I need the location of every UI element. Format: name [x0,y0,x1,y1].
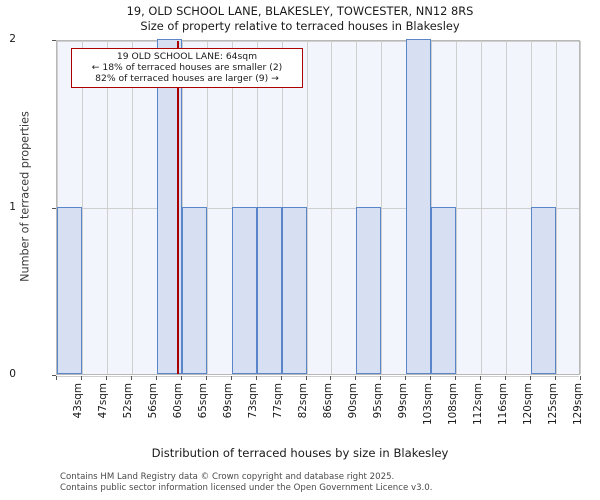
chart-title-block: 19, OLD SCHOOL LANE, BLAKESLEY, TOWCESTE… [0,4,600,34]
x-axis-tick-label: 90sqm [346,383,359,419]
vertical-gridline [456,41,458,374]
x-axis-tick-mark [130,376,132,380]
footer-attribution: Contains HM Land Registry data © Crown c… [60,472,580,493]
x-axis-tick-label: 47sqm [97,383,110,419]
y-axis-tick-label: 0 [9,368,16,380]
x-axis-tick-mark [405,376,407,380]
x-axis-tick-label: 120sqm [521,383,534,425]
x-axis-tick-label: 69sqm [222,383,235,419]
x-axis-tick-mark [230,376,232,380]
x-axis-tick-mark [305,376,307,380]
x-axis-label: Distribution of terraced houses by size … [151,446,449,460]
histogram-bar [431,206,457,374]
x-axis-tick-mark [505,376,507,380]
vertical-gridline [131,41,133,374]
x-axis-tick-mark [430,376,432,380]
vertical-gridline [206,41,208,374]
x-axis-tick-mark [380,376,382,380]
y-axis-label: Number of terraced properties [18,111,32,282]
annotation-line-2: ← 18% of terraced houses are smaller (2) [91,62,283,73]
horizontal-gridline [57,208,579,209]
page-subtitle: Size of property relative to terraced ho… [140,19,460,33]
annotation-line-3: 82% of terraced houses are larger (9) → [95,73,279,84]
x-axis-tick-label: 73sqm [247,383,260,419]
histogram-bar [57,206,82,374]
annotation-box: 19 OLD SCHOOL LANE: 64sqm ← 18% of terra… [71,48,303,88]
x-axis-tick-label: 108sqm [446,383,459,425]
histogram-bars [57,39,579,374]
x-axis-tick-mark [180,376,182,380]
x-axis-tick-label: 103sqm [421,383,434,425]
x-axis-tick-mark [56,376,57,380]
x-axis-tick-mark [555,376,557,380]
annotation-line-1: 19 OLD SCHOOL LANE: 64sqm [116,51,258,62]
x-axis-tick-label: 129sqm [571,383,584,425]
x-axis-tick-label: 82sqm [297,383,310,419]
x-axis-tick-mark [455,376,457,380]
vertical-gridline [106,41,108,374]
x-axis-tick-mark [355,376,357,380]
property-marker-layer [57,41,579,374]
x-axis-tick-mark [155,376,157,380]
x-axis-tick-label: 43sqm [72,383,85,419]
x-axis-tick-label: 95sqm [371,383,384,419]
x-axis-tick-label: 112sqm [471,383,484,425]
histogram-bar [231,206,257,374]
property-marker-line [177,41,180,374]
footer-line-2: Contains public sector information licen… [60,482,433,493]
x-axis-tick-mark [255,376,257,380]
y-axis-tick-label: 1 [9,200,16,213]
vertical-gridline [306,41,308,374]
histogram-bar [406,39,432,374]
horizontal-gridline [57,375,579,377]
y-axis-tick-label: 2 [9,33,16,45]
horizontal-gridline [57,40,579,42]
x-axis-tick-mark [480,376,482,380]
x-axis-tick-label: 60sqm [172,383,185,419]
vertical-gridline [580,41,581,374]
vertical-gridline [381,41,383,374]
footer-line-1: Contains HM Land Registry data © Crown c… [60,472,395,482]
y-axis-tick-mark [52,207,56,209]
x-axis-tick-label: 116sqm [496,383,509,425]
y-axis-tick-mark [52,375,56,376]
histogram-bar [531,206,557,374]
histogram-bar [181,206,207,374]
vertical-gridline [481,41,483,374]
vertical-gridline [81,41,83,374]
x-axis-tick-label: 56sqm [147,383,160,419]
x-axis-tick-label: 77sqm [272,383,285,419]
histogram-bar [256,206,282,374]
chart-plot-area [56,39,581,377]
page-title: 19, OLD SCHOOL LANE, BLAKESLEY, TOWCESTE… [126,4,474,18]
x-axis-tick-label: 125sqm [546,383,559,425]
histogram-bar [356,206,382,374]
x-axis-tick-mark [330,376,332,380]
x-axis-tick-mark [80,376,82,380]
x-axis-tick-label: 86sqm [322,383,334,419]
x-axis-tick-mark [530,376,532,380]
x-axis-tick-mark [105,376,107,380]
x-axis-tick-label: 99sqm [396,383,409,419]
x-axis-tick-mark [580,376,581,380]
histogram-bar [281,206,307,374]
vertical-gridline [506,41,508,374]
x-axis-tick-mark [205,376,207,380]
x-axis-tick-label: 52sqm [122,383,135,419]
vertical-gridline [331,41,333,374]
x-axis-tick-label: 65sqm [197,383,210,419]
x-axis-tick-mark [280,376,282,380]
vertical-gridline [556,41,558,374]
y-axis-tick-mark [52,40,56,41]
